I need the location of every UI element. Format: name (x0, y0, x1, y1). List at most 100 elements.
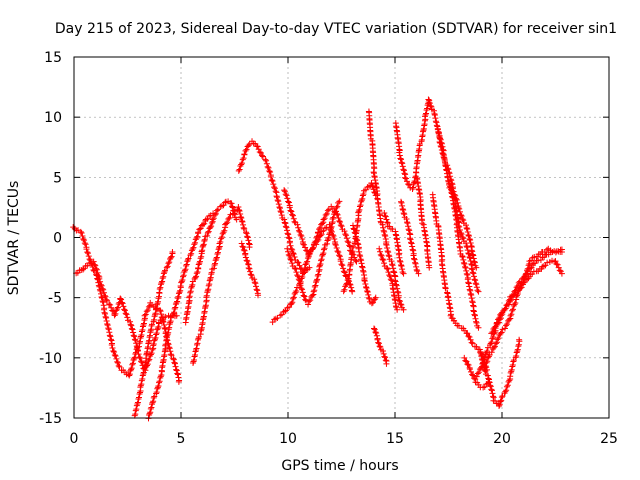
data-point (288, 300, 295, 307)
data-track (145, 210, 217, 422)
data-point (296, 262, 303, 269)
data-point (172, 304, 179, 311)
data-point (470, 255, 477, 262)
data-point (462, 263, 469, 270)
data-point (132, 411, 139, 418)
data-point (143, 308, 150, 315)
data-point (398, 199, 405, 206)
data-point (395, 294, 402, 301)
data-point (315, 271, 322, 278)
data-point (175, 293, 182, 300)
data-point (105, 325, 112, 332)
data-point (153, 331, 160, 338)
data-point (324, 207, 331, 214)
data-point (523, 270, 530, 277)
data-point (316, 263, 323, 270)
data-point (256, 149, 263, 156)
data-point (173, 312, 180, 319)
data-point (423, 110, 430, 117)
data-point (101, 309, 108, 316)
data-point (319, 251, 326, 258)
data-point (471, 276, 478, 283)
data-point (343, 235, 350, 242)
data-point (425, 96, 432, 103)
data-point (400, 270, 407, 277)
data-point (102, 293, 109, 300)
data-point (136, 394, 142, 401)
data-point (399, 269, 406, 276)
data-point (299, 240, 306, 247)
data-point (325, 234, 332, 241)
data-point (421, 113, 428, 120)
data-point (332, 241, 339, 248)
data-point (379, 255, 386, 262)
data-point (131, 333, 138, 340)
data-point (300, 292, 307, 299)
data-point (173, 366, 180, 373)
data-point (274, 315, 281, 322)
data-point (435, 129, 442, 136)
data-point (504, 382, 511, 389)
data-point (311, 283, 318, 290)
data-point (380, 350, 387, 357)
data-track (190, 204, 253, 367)
data-point (464, 226, 471, 233)
data-point (275, 201, 282, 208)
data-point (465, 233, 472, 240)
data-point (467, 236, 474, 243)
data-track (182, 198, 240, 326)
data-point (271, 184, 278, 191)
data-point (299, 236, 306, 243)
data-point (426, 264, 433, 271)
data-point (119, 300, 126, 307)
data-point (132, 337, 139, 344)
data-point (312, 282, 319, 289)
data-point (426, 97, 433, 104)
data-point (174, 371, 181, 378)
data-point (138, 358, 145, 365)
data-point (153, 389, 160, 396)
data-point (411, 256, 418, 263)
data-point (388, 277, 395, 284)
data-point (380, 227, 387, 234)
data-point (398, 198, 405, 205)
data-point (405, 223, 412, 230)
data-point (83, 246, 90, 253)
data-point (338, 223, 345, 230)
data-point (309, 292, 316, 299)
data-point (288, 208, 295, 215)
data-point (188, 250, 195, 257)
data-point (460, 217, 467, 224)
data-point (390, 265, 397, 272)
data-point (197, 225, 204, 232)
data-point (447, 184, 454, 191)
data-point (259, 153, 266, 160)
data-point (462, 264, 469, 271)
data-point (406, 227, 413, 234)
data-point (396, 257, 403, 264)
data-point (389, 261, 396, 268)
data-point (210, 265, 217, 272)
data-point (351, 226, 358, 233)
data-point (404, 220, 411, 227)
data-point (155, 382, 162, 389)
data-point (518, 284, 525, 291)
data-point (305, 252, 312, 259)
data-point (200, 242, 207, 249)
data-point (244, 233, 251, 240)
data-point (150, 394, 157, 401)
data-point (366, 295, 373, 302)
data-point (317, 261, 324, 268)
data-point (506, 377, 513, 384)
data-point (473, 284, 480, 291)
data-point (137, 389, 144, 396)
data-point (489, 390, 496, 397)
data-track (371, 325, 390, 367)
data-point (160, 270, 167, 277)
data-point (306, 250, 313, 257)
data-point (503, 322, 510, 329)
data-point (505, 297, 512, 304)
data-point (466, 333, 473, 340)
data-point (81, 237, 88, 244)
data-point (164, 263, 171, 270)
